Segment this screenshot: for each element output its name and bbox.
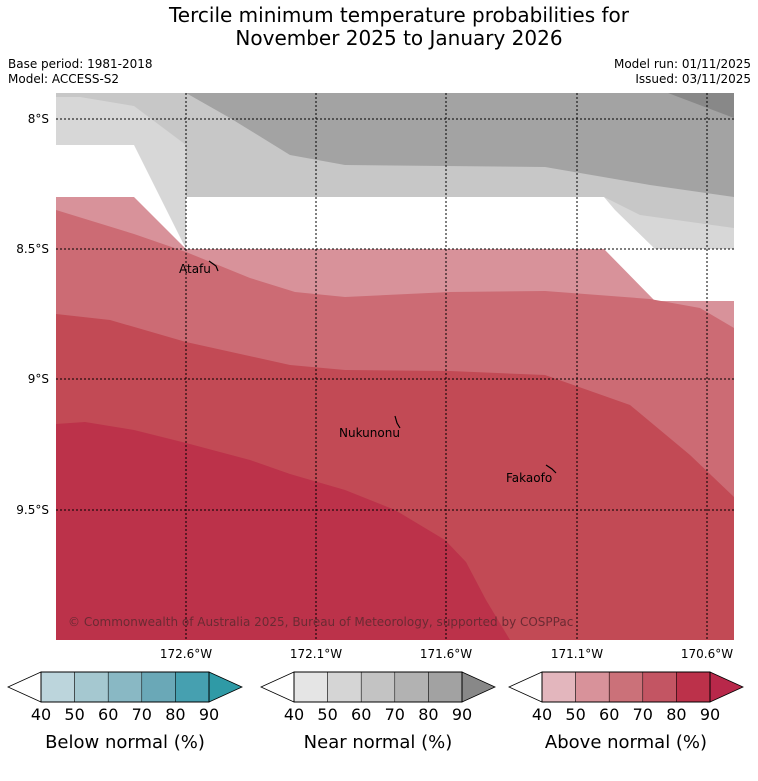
lon-label-171-6: 171.6°W — [420, 647, 472, 661]
colorbar-below: 40 50 60 70 80 90 Below normal (%) — [7, 671, 243, 753]
colorbar-below-segment — [107, 671, 143, 703]
colorbar-below-tick-label: 50 — [64, 705, 84, 724]
colorbar-near: 40 50 60 70 80 90 Near normal (%) — [260, 671, 496, 753]
model-run: Model run: 01/11/2025 — [613, 57, 751, 71]
colorbar-above-tick-label: 60 — [599, 705, 619, 724]
colorbar-near-tick-label: 60 — [351, 705, 371, 724]
lat-label-8-5: 8.5°S — [16, 242, 49, 256]
colorbar-near-segment — [293, 671, 328, 703]
near-normal-90-region — [668, 93, 734, 118]
lon-label-171-1: 171.1°W — [551, 647, 603, 661]
colorbar-above-label: Above normal (%) — [545, 732, 707, 753]
colorbar-near-segment — [428, 671, 463, 703]
colorbar-below-tick-label: 80 — [165, 705, 185, 724]
meta-left: Base period: 1981-2018 Model: ACCESS-S2 — [8, 57, 153, 87]
fakaofo-island — [545, 464, 557, 474]
colorbar-below-segment — [40, 671, 75, 703]
colorbar-above-segment — [541, 671, 576, 703]
colorbar-near-segment — [360, 671, 396, 703]
lat-label-9-5: 9.5°S — [16, 503, 49, 517]
colorbar-near-tick-label: 90 — [452, 705, 472, 724]
colorbar-near-tick-label: 80 — [418, 705, 438, 724]
colorbar-near-segment — [394, 671, 429, 703]
map-area: Atafu Nukunonu Fakaofo © Commonwealth of… — [56, 93, 734, 640]
map-title: Tercile minimum temperature probabilitie… — [0, 4, 758, 50]
colorbar-near-tick-label: 70 — [385, 705, 405, 724]
colorbar-above-tick-label: 50 — [565, 705, 585, 724]
title-line-1: Tercile minimum temperature probabilitie… — [168, 3, 630, 27]
lon-label-172-6: 172.6°W — [160, 647, 212, 661]
colorbar-above-segment — [608, 671, 644, 703]
colorbar-above-tick-label: 40 — [532, 705, 552, 724]
colorbar-below-segment — [141, 671, 176, 703]
colorbar-below-segment — [175, 671, 210, 703]
title-line-2: November 2025 to January 2026 — [235, 26, 563, 50]
colorbar-below-segment — [74, 671, 109, 703]
lat-axis-labels: 8°S 8.5°S 9°S 9.5°S — [16, 112, 49, 517]
colorbar-below-label: Below normal (%) — [45, 732, 205, 753]
model-name: Model: ACCESS-S2 — [8, 72, 120, 86]
colorbar-above-outline — [541, 671, 711, 703]
lon-label-172-1: 172.1°W — [290, 647, 342, 661]
colorbar-near-tick-label: 50 — [317, 705, 337, 724]
place-label-nukunonu: Nukunonu — [339, 426, 400, 440]
colorbar-above-segment — [575, 671, 610, 703]
colorbar-near-tick-label: 40 — [284, 705, 304, 724]
colorbar-below-tick-label: 90 — [199, 705, 219, 724]
colorbar-below-tick-label: 70 — [132, 705, 152, 724]
graticule — [56, 93, 734, 640]
colorbar-below-min-triangle — [7, 671, 42, 703]
issued-date: Issued: 03/11/2025 — [635, 72, 751, 86]
lat-label-8: 8°S — [28, 112, 49, 126]
meta-right: Model run: 01/11/2025 Issued: 03/11/2025 — [614, 57, 751, 87]
lon-axis-labels: 172.6°W 172.1°W 171.6°W 171.1°W 170.6°W — [160, 647, 733, 661]
colorbar-below-outline — [40, 671, 210, 703]
copyright-notice: © Commonwealth of Australia 2025, Bureau… — [68, 615, 573, 629]
colorbar-above-segment — [642, 671, 677, 703]
colorbar-above-tick-label: 90 — [700, 705, 720, 724]
lat-label-9: 9°S — [28, 372, 49, 386]
above-normal-80-region — [56, 422, 510, 640]
colorbar-above-tick-label: 80 — [666, 705, 686, 724]
lon-label-170-6: 170.6°W — [681, 647, 733, 661]
place-label-fakaofo: Fakaofo — [506, 471, 552, 485]
colorbar-above-min-triangle — [508, 671, 543, 703]
base-period: Base period: 1981-2018 — [8, 57, 153, 71]
colorbar-near-max-triangle — [461, 671, 496, 703]
colorbar-below-tick-label: 40 — [31, 705, 51, 724]
colorbar-above-segment — [676, 671, 711, 703]
colorbar-above-max-triangle — [709, 671, 744, 703]
colorbar-near-min-triangle — [260, 671, 295, 703]
colorbar-above-tick-label: 70 — [633, 705, 653, 724]
colorbar-above: 40 50 60 70 80 90 Above normal (%) — [508, 671, 744, 753]
colorbar-below-max-triangle — [208, 671, 243, 703]
nukunonu-island — [394, 415, 401, 429]
colorbar-near-label: Near normal (%) — [304, 732, 453, 753]
place-label-atafu: Atafu — [179, 262, 211, 276]
colorbar-near-outline — [293, 671, 463, 703]
atafu-island — [208, 260, 219, 272]
colorbar-below-tick-label: 60 — [98, 705, 118, 724]
colorbar-near-segment — [327, 671, 362, 703]
